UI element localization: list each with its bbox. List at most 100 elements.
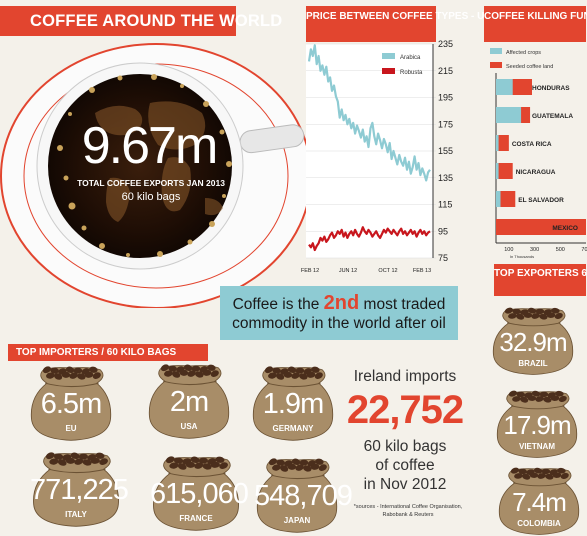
legend-swatch [382,68,395,74]
y-tick-label: 215 [438,66,453,76]
coffee-bean-icon [287,463,297,470]
coffee-bean-icon [504,307,513,314]
coffee-bean-icon [276,459,285,466]
coffee-bag-icon [33,452,119,527]
price-line-chart: 75 95 115 135 155 175 195 215 235 Arabica Robusta F… [301,39,453,274]
coffee-bean-icon [165,456,175,464]
coffee-bean-icon [545,473,554,480]
legend-swatch [382,53,395,59]
coffee-bean-icon [299,373,308,380]
coffee-bean-icon [185,461,196,468]
coffee-bag-icon [498,467,580,535]
coffee-bean-icon [272,367,281,374]
coffee-bean-icon [516,313,525,320]
coffee-bean-icon [268,372,277,379]
y-tick-label: 75 [438,253,448,263]
coffee-bean-icon [311,366,320,373]
commodity-suffix: most traded [359,296,446,313]
total-exports-value: 9.67m [81,117,219,175]
coffee-bean-icon [219,462,228,469]
coffee-bean-icon [558,395,567,402]
coffee-bean-icon [78,453,88,460]
coffee-bean-icon [557,467,566,474]
coffee-bean-icon [49,458,59,465]
bag-value: 32.9m [499,327,567,358]
bag-tie [271,474,325,480]
coffee-bean-icon [318,464,327,471]
bag-value: 2m [169,386,209,419]
world-map-icon [95,101,223,222]
coffee-bean-icon [280,465,289,472]
coffee-bag-icon [496,390,578,458]
bag-value: 615,060 [150,478,249,511]
coffee-bean-icon [512,308,521,315]
coffee-bean-icon [522,473,531,480]
exporters-bag: 7.4m COLOMBIA [496,460,582,536]
coffee-bean-icon [195,371,204,378]
coffee-bean-icon [546,312,556,318]
coffee-bag-icon [256,458,338,533]
bar-seeded-coffee-land [496,219,586,235]
importers-bag: 1.9m GERMANY [250,358,336,442]
coffee-bean-icon [527,307,537,314]
x-tick-label: FEB 12 [301,268,319,274]
bar-affected-crops [496,191,501,207]
fungus-bar-chart: Affected crops Seeded coffee land HONDURAS… [490,48,587,259]
bag-value: 6.5m [40,388,102,421]
coffee-bean-icon [268,458,277,466]
importers-banner: TOP IMPORTERS / 60 KILO BAGS [8,344,208,361]
bag-country: COLOMBIA [517,519,561,529]
coffee-bean-icon [54,373,63,380]
coffee-bean-icon [179,369,189,376]
coffee-bean-icon [272,464,281,471]
series-line-arabica [307,44,431,182]
coffee-bean-icon [202,369,212,376]
importers-bag: 771,225 ITALY [30,444,129,528]
price-chart-title: PRICE BETWEEN COFFEE TYPES - USc /lb [306,6,517,42]
coffee-bean-icon [264,366,273,374]
bag-country: ITALY [65,509,87,519]
coffee-bean-icon [514,473,523,479]
ireland-value: 22,752 [346,388,464,432]
coffee-bean-icon [539,391,549,398]
bag-value: 548,709 [254,480,353,513]
fungus-chart-title: COFFEE KILLING FUNGUS OUTBREAK [484,6,587,42]
bag-country: EU [65,423,77,433]
coffee-bean-icon [70,452,80,459]
importers-bag: 6.5m EU [28,358,114,442]
coffee-bean-icon [74,458,84,465]
x-axis-label: In Thousands [510,254,534,259]
y-tick-label: 95 [438,226,448,236]
legend-label: Arabica [400,55,421,61]
legend-swatch [490,48,502,54]
coffee-bean-icon [194,462,204,469]
legend-label: Seeded coffee land [506,64,553,70]
coffee-bean-icon [90,457,100,464]
coffee-bean-icon [295,464,304,471]
coffee-bean-icon [535,308,545,315]
coffee-bean-icon [550,395,560,401]
coffee-bean-icon [191,365,201,372]
legend-label: Affected crops [506,50,541,56]
coffee-bean-icon [173,457,184,464]
coffee-bean-icon [310,463,320,470]
x-tick-label: FEB 13 [413,268,431,274]
coffee-bean-icon [552,472,562,478]
bag-tie [507,322,561,327]
ireland-line1: Ireland imports [353,368,457,385]
coffee-bean-icon [291,458,301,465]
x-tick-label: 700 [581,247,587,253]
coffee-bean-icon [65,457,76,464]
coffee-bean-icon [169,462,179,469]
coffee-bean-icon [95,452,105,459]
coffee-bean-icon [535,396,544,402]
page-title: COFFEE AROUND THE WORLD [30,12,283,30]
x-tick-label: 300 [530,247,539,253]
coffee-bean-icon [531,390,541,397]
coffee-bean-icon [215,456,225,463]
coffee-bean-icon [529,472,539,478]
coffee-bean-icon [295,367,305,374]
bar-seeded-coffee-land [496,191,516,207]
legend-label: Robusta [400,70,423,76]
coffee-bean-icon [527,395,537,401]
